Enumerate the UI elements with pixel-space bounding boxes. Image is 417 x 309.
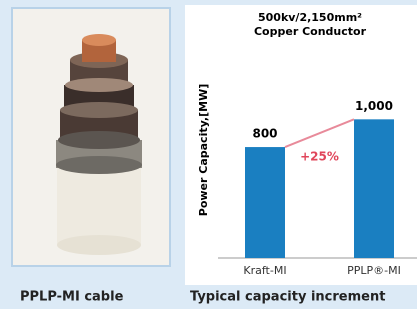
annotation: +25% (300, 150, 339, 164)
photo-caption: PPLP-MI cable (20, 290, 124, 305)
x-tick-label: PPLP®-MI (347, 264, 401, 277)
value-label: 800 (252, 127, 277, 141)
y-axis-label: Power Capacity,[MW] (197, 84, 210, 216)
page: PPLP-MI cable 500kv/2,150mm² Copper Cond… (0, 0, 417, 309)
bar (245, 147, 285, 258)
bar (354, 119, 394, 258)
figure: PPLP-MI cable 500kv/2,150mm² Copper Cond… (0, 0, 417, 309)
x-tick-label: Kraft-MI (243, 264, 286, 277)
chart-caption: Typical capacity increment (190, 290, 385, 305)
chart-subtitle: Copper Conductor (254, 25, 367, 38)
value-label: 1,000 (355, 99, 393, 113)
chart-title: 500kv/2,150mm² (258, 11, 362, 24)
cable-photo (12, 8, 170, 266)
